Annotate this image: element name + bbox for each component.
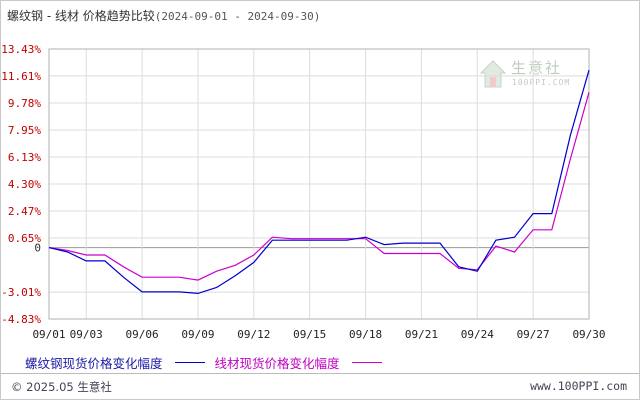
series-line-wire-rod (48, 92, 590, 281)
watermark-name: 生意社 (511, 59, 563, 77)
footer-copyright: © 2025.05 生意社 (11, 380, 112, 394)
x-tick-label: 09/01 (32, 328, 65, 341)
y-tick-label: 6.13% (8, 151, 41, 164)
series-line-rebar (48, 69, 590, 295)
y-tick-label: 0 (34, 242, 41, 255)
chart-series (48, 69, 590, 295)
legend-label-wire-rod: 线材现货价格变化幅度 (214, 356, 340, 371)
chart-title-text: 螺纹钢 - 线材 价格趋势比较 (7, 9, 155, 23)
x-tick-label: 09/18 (349, 328, 382, 341)
y-axis-ticks: 13.43% 11.61% 9.78% 7.95% 6.13% 4.30% 2.47% 0.6… (1, 43, 41, 326)
y-tick-label: -3.01% (1, 286, 41, 299)
y-tick-label: 13.43% (1, 43, 41, 56)
x-tick-label: 09/03 (70, 328, 103, 341)
x-tick-label: 09/27 (517, 328, 550, 341)
x-tick-label: 09/06 (126, 328, 159, 341)
y-tick-label: 7.95% (8, 124, 41, 137)
footer-site-link[interactable]: www.100PPI.com (530, 379, 627, 393)
y-tick-label: -4.83% (1, 313, 41, 326)
footer: © 2025.05 生意社 www.100PPI.com (1, 373, 639, 399)
house-icon (479, 60, 507, 88)
x-tick-label: 09/30 (572, 328, 605, 341)
x-tick-label: 09/21 (405, 328, 438, 341)
legend-swatch-rebar (174, 362, 205, 363)
y-tick-label: 4.30% (8, 178, 41, 191)
chart-date-range: (2024-09-01 - 2024-09-30) (154, 10, 321, 23)
y-tick-label: 11.61% (1, 70, 41, 83)
watermark-url: 100PPI.COM (512, 78, 571, 87)
x-tick-label: 09/15 (293, 328, 326, 341)
footer-divider (1, 373, 639, 374)
x-tick-label: 09/12 (237, 328, 270, 341)
x-axis-ticks: 09/01 09/03 09/06 09/09 09/12 09/15 09/18 09/21… (32, 328, 605, 341)
line-chart: 13.43% 11.61% 9.78% 7.95% 6.13% 4.30% 2.47% 0.6… (1, 43, 605, 341)
y-tick-label: 0.65% (8, 232, 41, 245)
legend-label-rebar: 螺纹钢现货价格变化幅度 (25, 356, 163, 371)
chart-grid (48, 48, 590, 320)
chart-legend: 螺纹钢现货价格变化幅度 线材现货价格变化幅度 (25, 353, 392, 372)
y-tick-label: 9.78% (8, 97, 41, 110)
plot-border (48, 48, 590, 320)
legend-swatch-wire-rod (351, 362, 382, 363)
x-tick-label: 09/09 (181, 328, 214, 341)
x-tick-label: 09/24 (461, 328, 494, 341)
y-tick-label: 2.47% (8, 205, 41, 218)
chart-title: 螺纹钢 - 线材 价格趋势比较(2024-09-01 - 2024-09-30) (7, 7, 320, 24)
watermark-logo: 生意社 100PPI.COM (479, 57, 579, 93)
